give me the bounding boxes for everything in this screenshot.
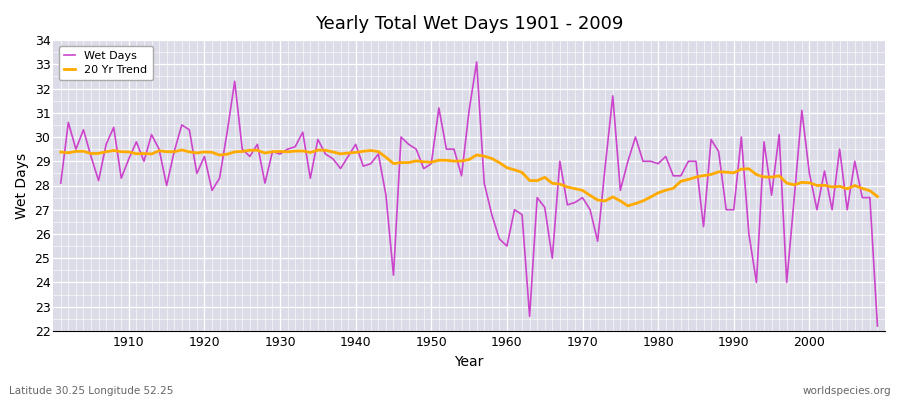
Line: 20 Yr Trend: 20 Yr Trend: [61, 150, 878, 206]
Legend: Wet Days, 20 Yr Trend: Wet Days, 20 Yr Trend: [58, 46, 153, 80]
X-axis label: Year: Year: [454, 355, 484, 369]
20 Yr Trend: [509, 168, 520, 172]
Wet Days: [509, 207, 520, 212]
Wet Days: [599, 164, 610, 168]
Wet Days: [283, 147, 293, 152]
20 Yr Trend: [335, 152, 346, 156]
20 Yr Trend: [116, 149, 127, 154]
Wet Days: [116, 176, 127, 181]
Text: Latitude 30.25 Longitude 52.25: Latitude 30.25 Longitude 52.25: [9, 386, 174, 396]
20 Yr Trend: [599, 198, 610, 203]
20 Yr Trend: [501, 165, 512, 170]
20 Yr Trend: [176, 148, 187, 152]
Wet Days: [872, 324, 883, 328]
Wet Days: [56, 181, 67, 186]
Wet Days: [328, 156, 338, 161]
Title: Yearly Total Wet Days 1901 - 2009: Yearly Total Wet Days 1901 - 2009: [315, 15, 624, 33]
Wet Days: [501, 244, 512, 248]
20 Yr Trend: [56, 150, 67, 154]
20 Yr Trend: [290, 149, 301, 154]
Text: worldspecies.org: worldspecies.org: [803, 386, 891, 396]
Y-axis label: Wet Days: Wet Days: [15, 152, 29, 218]
20 Yr Trend: [872, 194, 883, 199]
20 Yr Trend: [623, 204, 634, 208]
Wet Days: [472, 60, 482, 64]
Line: Wet Days: Wet Days: [61, 62, 878, 326]
